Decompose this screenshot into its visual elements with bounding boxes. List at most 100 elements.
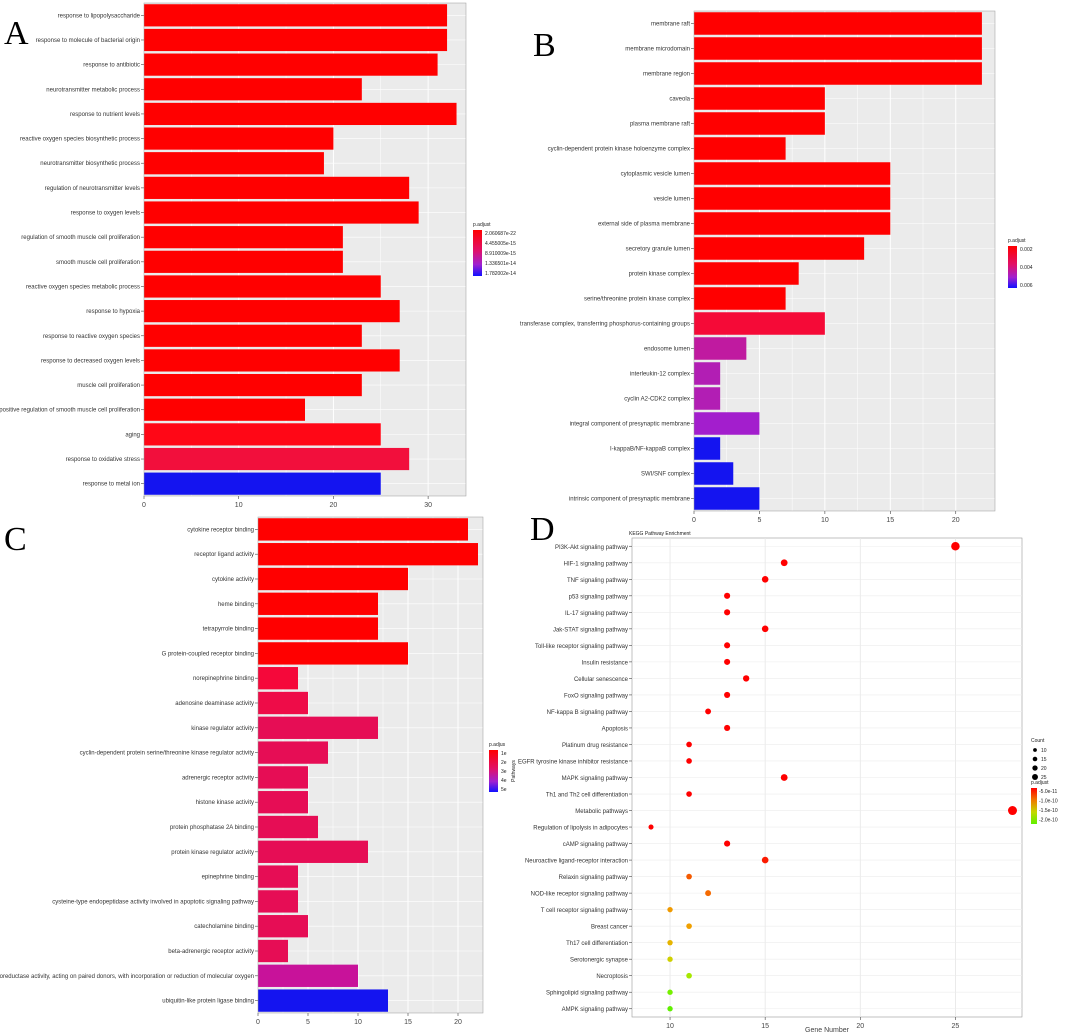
panel-d-point bbox=[724, 609, 731, 616]
panel-a-bar bbox=[144, 152, 324, 175]
panel-a-bar bbox=[144, 201, 419, 224]
panel-c-category-label: adrenergic receptor activity bbox=[182, 775, 254, 781]
panel-c-category-label: tetrapyrrole binding bbox=[203, 627, 254, 633]
panel-a-bar bbox=[144, 78, 362, 101]
panel-d-category-label: Th1 and Th2 cell differentiation bbox=[546, 793, 628, 799]
panel-d-point bbox=[686, 972, 692, 979]
panel-d-xtick-label: 25 bbox=[952, 1023, 960, 1030]
panel-a-bar bbox=[144, 275, 381, 298]
panel-d-xtick-label: 10 bbox=[666, 1023, 674, 1030]
panel-b-legend-title: p.adjust bbox=[1008, 238, 1026, 244]
panel-b-bar bbox=[694, 12, 982, 35]
panel-a-chart: response to lipopolysaccharide response t… bbox=[0, 2, 516, 509]
panel-label-d: D bbox=[530, 511, 555, 548]
panel-d-count-legend-dot bbox=[1032, 756, 1038, 762]
panel-d-point bbox=[742, 675, 750, 682]
panel-d-title: KEGG Pathway Enrichment bbox=[629, 531, 691, 537]
panel-c-bar bbox=[258, 939, 288, 963]
panel-d-point bbox=[951, 542, 960, 551]
panel-b-legend-colorbar bbox=[1008, 246, 1017, 288]
panel-c-category-label: receptor ligand activity bbox=[194, 552, 254, 558]
panel-c-category-label: norepinephrine binding bbox=[193, 676, 254, 682]
panel-b-xtick-label: 20 bbox=[952, 517, 960, 524]
panel-a-bar bbox=[144, 53, 438, 76]
panel-c-category-label: kinase regulator activity bbox=[191, 726, 254, 732]
panel-a-bar bbox=[144, 28, 448, 52]
panel-b-bar bbox=[694, 337, 747, 360]
panel-b-category-label: caveola bbox=[669, 97, 690, 103]
panel-c-category-label: cyclin-dependent protein serine/threonin… bbox=[80, 751, 254, 757]
panel-d-point bbox=[648, 824, 654, 830]
panel-a-category-label: reactive oxygen species metabolic proces… bbox=[26, 284, 140, 290]
panel-a-legend-colorbar bbox=[473, 230, 482, 276]
panel-b-bar bbox=[694, 362, 721, 385]
panel-d-category-label: Necroptosis bbox=[596, 974, 628, 980]
panel-d-padj-legend-label: -5.0e-11 bbox=[1039, 789, 1057, 795]
panel-b-category-label: integral component of presynaptic membra… bbox=[570, 422, 691, 428]
panel-d-point bbox=[780, 559, 788, 567]
panel-d-point bbox=[686, 758, 692, 764]
panel-d-point bbox=[667, 1006, 673, 1012]
panel-d-padj-legend: p.adjust -5.0e-11 -1.0e-10 -1.5e-10 -2.0e-10 bbox=[1031, 780, 1058, 824]
panel-d-category-label: Serotonergic synapse bbox=[570, 958, 629, 964]
panel-a-category-label: reactive oxygen species biosynthetic pro… bbox=[20, 137, 140, 143]
panel-d-xlabel: Gene Number bbox=[805, 1027, 850, 1034]
panel-d-category-label: Apoptosis bbox=[602, 726, 628, 732]
panel-c-category-label: cysteine-type endopeptidase activity inv… bbox=[52, 899, 254, 905]
panel-c-category-label: heme binding bbox=[218, 602, 254, 608]
panel-d-xtick-label: 15 bbox=[761, 1023, 769, 1030]
panel-d-point bbox=[780, 774, 788, 781]
panel-a-category-label: response to metal ion bbox=[83, 482, 140, 488]
panel-a-bar bbox=[144, 349, 400, 372]
panel-d-point bbox=[667, 956, 673, 962]
panel-c-category-label: cytokine receptor binding bbox=[187, 527, 254, 533]
panel-c-legend-side-label: Pathways bbox=[511, 760, 517, 782]
panel-d-category-label: FoxO signaling pathway bbox=[564, 693, 628, 699]
panel-d-category-label: NF-kappa B signaling pathway bbox=[547, 710, 628, 716]
panel-d-point bbox=[705, 890, 712, 897]
panel-c-legend: p.adjus 1e 2e 3e 4e 5e Pathways bbox=[489, 742, 517, 793]
panel-d-xtick-label: 20 bbox=[856, 1023, 864, 1030]
panel-b-bar bbox=[694, 287, 786, 310]
panel-b-bar bbox=[694, 387, 721, 410]
panel-c-bar bbox=[258, 791, 308, 814]
panel-c-category-label: epinephrine binding bbox=[202, 875, 254, 881]
panel-d-category-label: Cellular senescence bbox=[574, 677, 629, 683]
panel-d-count-legend-dot bbox=[1032, 774, 1038, 780]
panel-d-chart: KEGG Pathway Enrichment PI3K-Akt signalin… bbox=[518, 531, 1058, 1034]
panel-d-category-label: Jak-STAT signaling pathway bbox=[553, 627, 628, 633]
panel-b-bar bbox=[694, 237, 865, 260]
panel-d-category-label: Sphingolipid signaling pathway bbox=[546, 991, 628, 997]
panel-a-bar bbox=[144, 176, 410, 199]
panel-c-bar bbox=[258, 691, 308, 715]
panel-b-category-label: endosome lumen bbox=[644, 347, 690, 353]
panel-a-xtick-label: 10 bbox=[235, 502, 243, 509]
panel-a-category-label: positive regulation of smooth muscle cel… bbox=[0, 408, 140, 414]
panel-a-legend-label: 1.782002e-14 bbox=[485, 271, 516, 277]
panel-b-bar bbox=[694, 87, 825, 110]
panel-b-xtick-label: 10 bbox=[821, 517, 829, 524]
panel-c-category-label: histone kinase activity bbox=[196, 800, 254, 806]
panel-d-category-label: PI3K-Akt signaling pathway bbox=[555, 545, 628, 551]
panel-label-c: C bbox=[4, 521, 27, 558]
panel-a-bar bbox=[144, 4, 448, 27]
panel-a-bar bbox=[144, 398, 305, 421]
panel-a-bar bbox=[144, 102, 457, 126]
panel-a-category-label: response to hypoxia bbox=[86, 309, 140, 315]
panel-b-category-label: external side of plasma membrane bbox=[598, 222, 691, 228]
panel-d-point bbox=[724, 592, 731, 599]
panel-a-category-label: response to antibiotic bbox=[83, 63, 140, 69]
panel-d-count-legend: Count 10 15 20 25 bbox=[1031, 738, 1047, 781]
panel-b-frame bbox=[693, 10, 996, 512]
panel-a-category-label: muscle cell proliferation bbox=[77, 383, 140, 389]
panel-c-legend-colorbar bbox=[489, 750, 498, 792]
panel-d-point bbox=[667, 989, 673, 995]
panel-d-category-label: Insulin resistance bbox=[582, 660, 629, 666]
panel-c-legend-label: 3e bbox=[501, 769, 507, 775]
panel-d-point bbox=[724, 840, 731, 847]
panel-a-legend-title: p.adjust bbox=[473, 222, 491, 228]
panel-d-point bbox=[724, 642, 731, 649]
panel-b-bar bbox=[694, 212, 891, 235]
panel-a-xtick-label: 20 bbox=[330, 502, 338, 509]
